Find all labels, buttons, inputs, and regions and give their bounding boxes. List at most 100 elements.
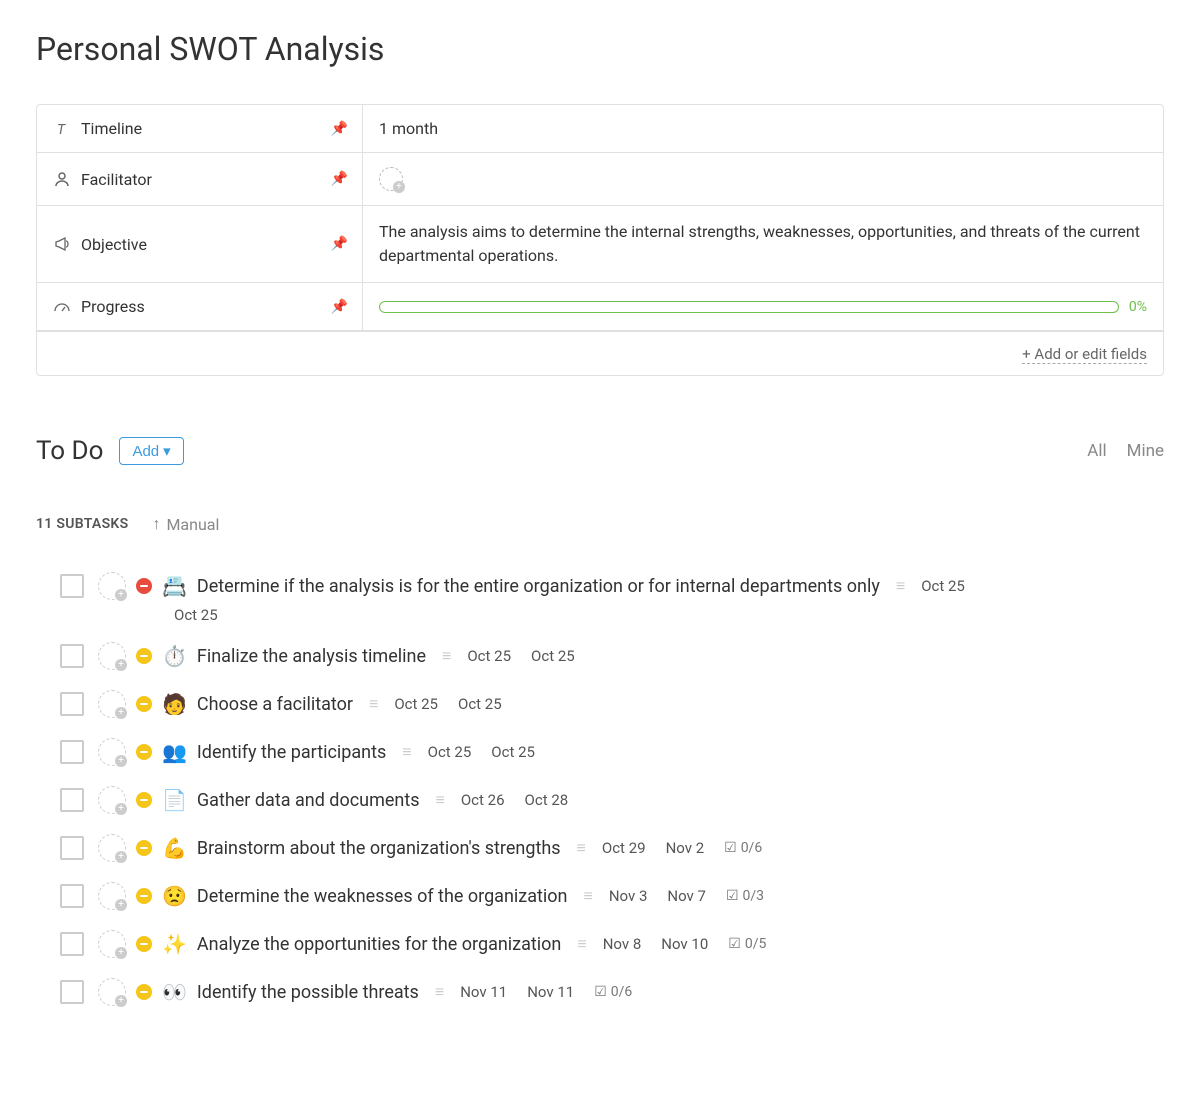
task-emoji-icon: 📄: [162, 788, 187, 812]
assignee-placeholder-icon[interactable]: [98, 738, 126, 766]
field-value[interactable]: The analysis aims to determine the inter…: [363, 206, 1163, 282]
task-checkbox[interactable]: [60, 574, 84, 598]
assignee-placeholder-icon[interactable]: [98, 642, 126, 670]
task-end-date[interactable]: Oct 28: [525, 791, 569, 809]
tab-all[interactable]: All: [1087, 441, 1106, 461]
arrow-up-icon: ↑: [152, 514, 160, 534]
assignee-placeholder-icon[interactable]: [98, 978, 126, 1006]
drag-handle-icon[interactable]: ≡: [577, 934, 586, 954]
task-checkbox[interactable]: [60, 644, 84, 668]
gauge-icon: [53, 298, 71, 316]
assignee-placeholder-icon[interactable]: [98, 572, 126, 600]
progress-percent: 0%: [1129, 299, 1147, 315]
pin-icon[interactable]: 📌: [331, 236, 348, 252]
task-checkbox[interactable]: [60, 740, 84, 764]
task-emoji-icon: 👀: [162, 980, 187, 1004]
svg-text:T: T: [57, 122, 66, 137]
task-row[interactable]: ✨Analyze the opportunities for the organ…: [36, 920, 1164, 968]
priority-dot-icon: [136, 936, 152, 952]
drag-handle-icon[interactable]: ≡: [442, 646, 451, 666]
task-row[interactable]: 📄Gather data and documents≡Oct 26Oct 28: [36, 776, 1164, 824]
task-end-date[interactable]: Nov 11: [527, 983, 574, 1001]
task-end-date[interactable]: Oct 25: [531, 647, 575, 665]
add-fields-link[interactable]: + Add or edit fields: [1022, 345, 1147, 364]
task-row[interactable]: 👀Identify the possible threats≡Nov 11Nov…: [36, 968, 1164, 1016]
progress-bar: [379, 301, 1119, 313]
task-checkbox[interactable]: [60, 692, 84, 716]
pin-icon[interactable]: 📌: [331, 121, 348, 137]
task-checkbox[interactable]: [60, 788, 84, 812]
assignee-placeholder-icon[interactable]: [379, 167, 403, 191]
drag-handle-icon[interactable]: ≡: [369, 694, 378, 714]
drag-handle-icon[interactable]: ≡: [577, 838, 586, 858]
field-value[interactable]: 1 month: [363, 105, 1163, 152]
field-row-objective[interactable]: Objective 📌 The analysis aims to determi…: [37, 206, 1163, 283]
add-button[interactable]: Add ▾: [119, 437, 183, 465]
task-start-date[interactable]: Nov 3: [609, 887, 648, 905]
add-fields-row: + Add or edit fields: [37, 331, 1163, 375]
sort-dropdown[interactable]: ↑ Manual: [152, 514, 219, 534]
task-end-date[interactable]: Oct 25: [36, 606, 1164, 624]
pin-icon[interactable]: 📌: [331, 299, 348, 315]
task-emoji-icon: ⏱️: [162, 644, 187, 668]
drag-handle-icon[interactable]: ≡: [583, 886, 592, 906]
task-end-date[interactable]: Nov 2: [666, 839, 705, 857]
task-start-date[interactable]: Oct 25: [467, 647, 511, 665]
task-list: 📇Determine if the analysis is for the en…: [36, 562, 1164, 1016]
assignee-placeholder-icon[interactable]: [98, 834, 126, 862]
page-title: Personal SWOT Analysis: [36, 30, 1164, 68]
field-value[interactable]: [363, 153, 1163, 205]
task-checkbox[interactable]: [60, 980, 84, 1004]
task-start-date[interactable]: Oct 29: [602, 839, 646, 857]
field-row-progress[interactable]: Progress 📌 0%: [37, 283, 1163, 331]
drag-handle-icon[interactable]: ≡: [402, 742, 411, 762]
pin-icon[interactable]: 📌: [331, 171, 348, 187]
task-checkbox[interactable]: [60, 932, 84, 956]
task-title: Choose a facilitator: [197, 694, 353, 715]
task-start-date[interactable]: Nov 11: [460, 983, 507, 1001]
task-start-date[interactable]: Oct 26: [461, 791, 505, 809]
task-end-date[interactable]: Oct 25: [491, 743, 535, 761]
task-row[interactable]: 😟Determine the weaknesses of the organiz…: [36, 872, 1164, 920]
task-row[interactable]: 🧑 Choose a facilitator ≡ Oct 25 Oct 25: [36, 680, 1164, 728]
task-checkbox[interactable]: [60, 884, 84, 908]
task-title: Determine if the analysis is for the ent…: [197, 576, 880, 597]
task-row[interactable]: 📇Determine if the analysis is for the en…: [36, 562, 1164, 610]
chevron-down-icon: ▾: [163, 442, 171, 460]
task-end-date[interactable]: Nov 7: [667, 887, 706, 905]
task-start-date[interactable]: Oct 25: [394, 695, 438, 713]
priority-dot-icon: [136, 792, 152, 808]
assignee-placeholder-icon[interactable]: [98, 882, 126, 910]
task-row[interactable]: 💪Brainstorm about the organization's str…: [36, 824, 1164, 872]
task-row[interactable]: ⏱️Finalize the analysis timeline≡Oct 25O…: [36, 632, 1164, 680]
field-row-facilitator[interactable]: Facilitator 📌: [37, 153, 1163, 206]
field-value[interactable]: 0%: [363, 283, 1163, 330]
task-emoji-icon: 💪: [162, 836, 187, 860]
task-checkbox[interactable]: [60, 836, 84, 860]
subtask-count-badge: ☑0/6: [594, 984, 632, 1000]
assignee-placeholder-icon[interactable]: [98, 930, 126, 958]
drag-handle-icon[interactable]: ≡: [435, 982, 444, 1002]
task-end-date[interactable]: Oct 25: [458, 695, 502, 713]
task-emoji-icon: 🧑: [162, 692, 187, 716]
task-start-date[interactable]: Oct 25: [921, 577, 965, 595]
text-icon: T: [53, 120, 71, 138]
task-start-date[interactable]: Oct 25: [428, 743, 472, 761]
task-emoji-icon: 😟: [162, 884, 187, 908]
drag-handle-icon[interactable]: ≡: [436, 790, 445, 810]
priority-dot-icon: [136, 744, 152, 760]
task-emoji-icon: ✨: [162, 932, 187, 956]
checklist-icon: ☑: [726, 888, 739, 904]
subtask-count-badge: ☑0/3: [726, 888, 764, 904]
field-row-timeline[interactable]: T Timeline 📌 1 month: [37, 105, 1163, 153]
field-label: Facilitator: [81, 170, 152, 189]
tab-mine[interactable]: Mine: [1127, 441, 1164, 461]
assignee-placeholder-icon[interactable]: [98, 786, 126, 814]
task-row[interactable]: 👥Identify the participants≡Oct 25Oct 25: [36, 728, 1164, 776]
task-end-date[interactable]: Nov 10: [661, 935, 708, 953]
task-start-date[interactable]: Nov 8: [603, 935, 642, 953]
task-emoji-icon: 👥: [162, 740, 187, 764]
drag-handle-icon[interactable]: ≡: [896, 576, 905, 596]
field-label: Objective: [81, 235, 147, 254]
assignee-placeholder-icon[interactable]: [98, 690, 126, 718]
